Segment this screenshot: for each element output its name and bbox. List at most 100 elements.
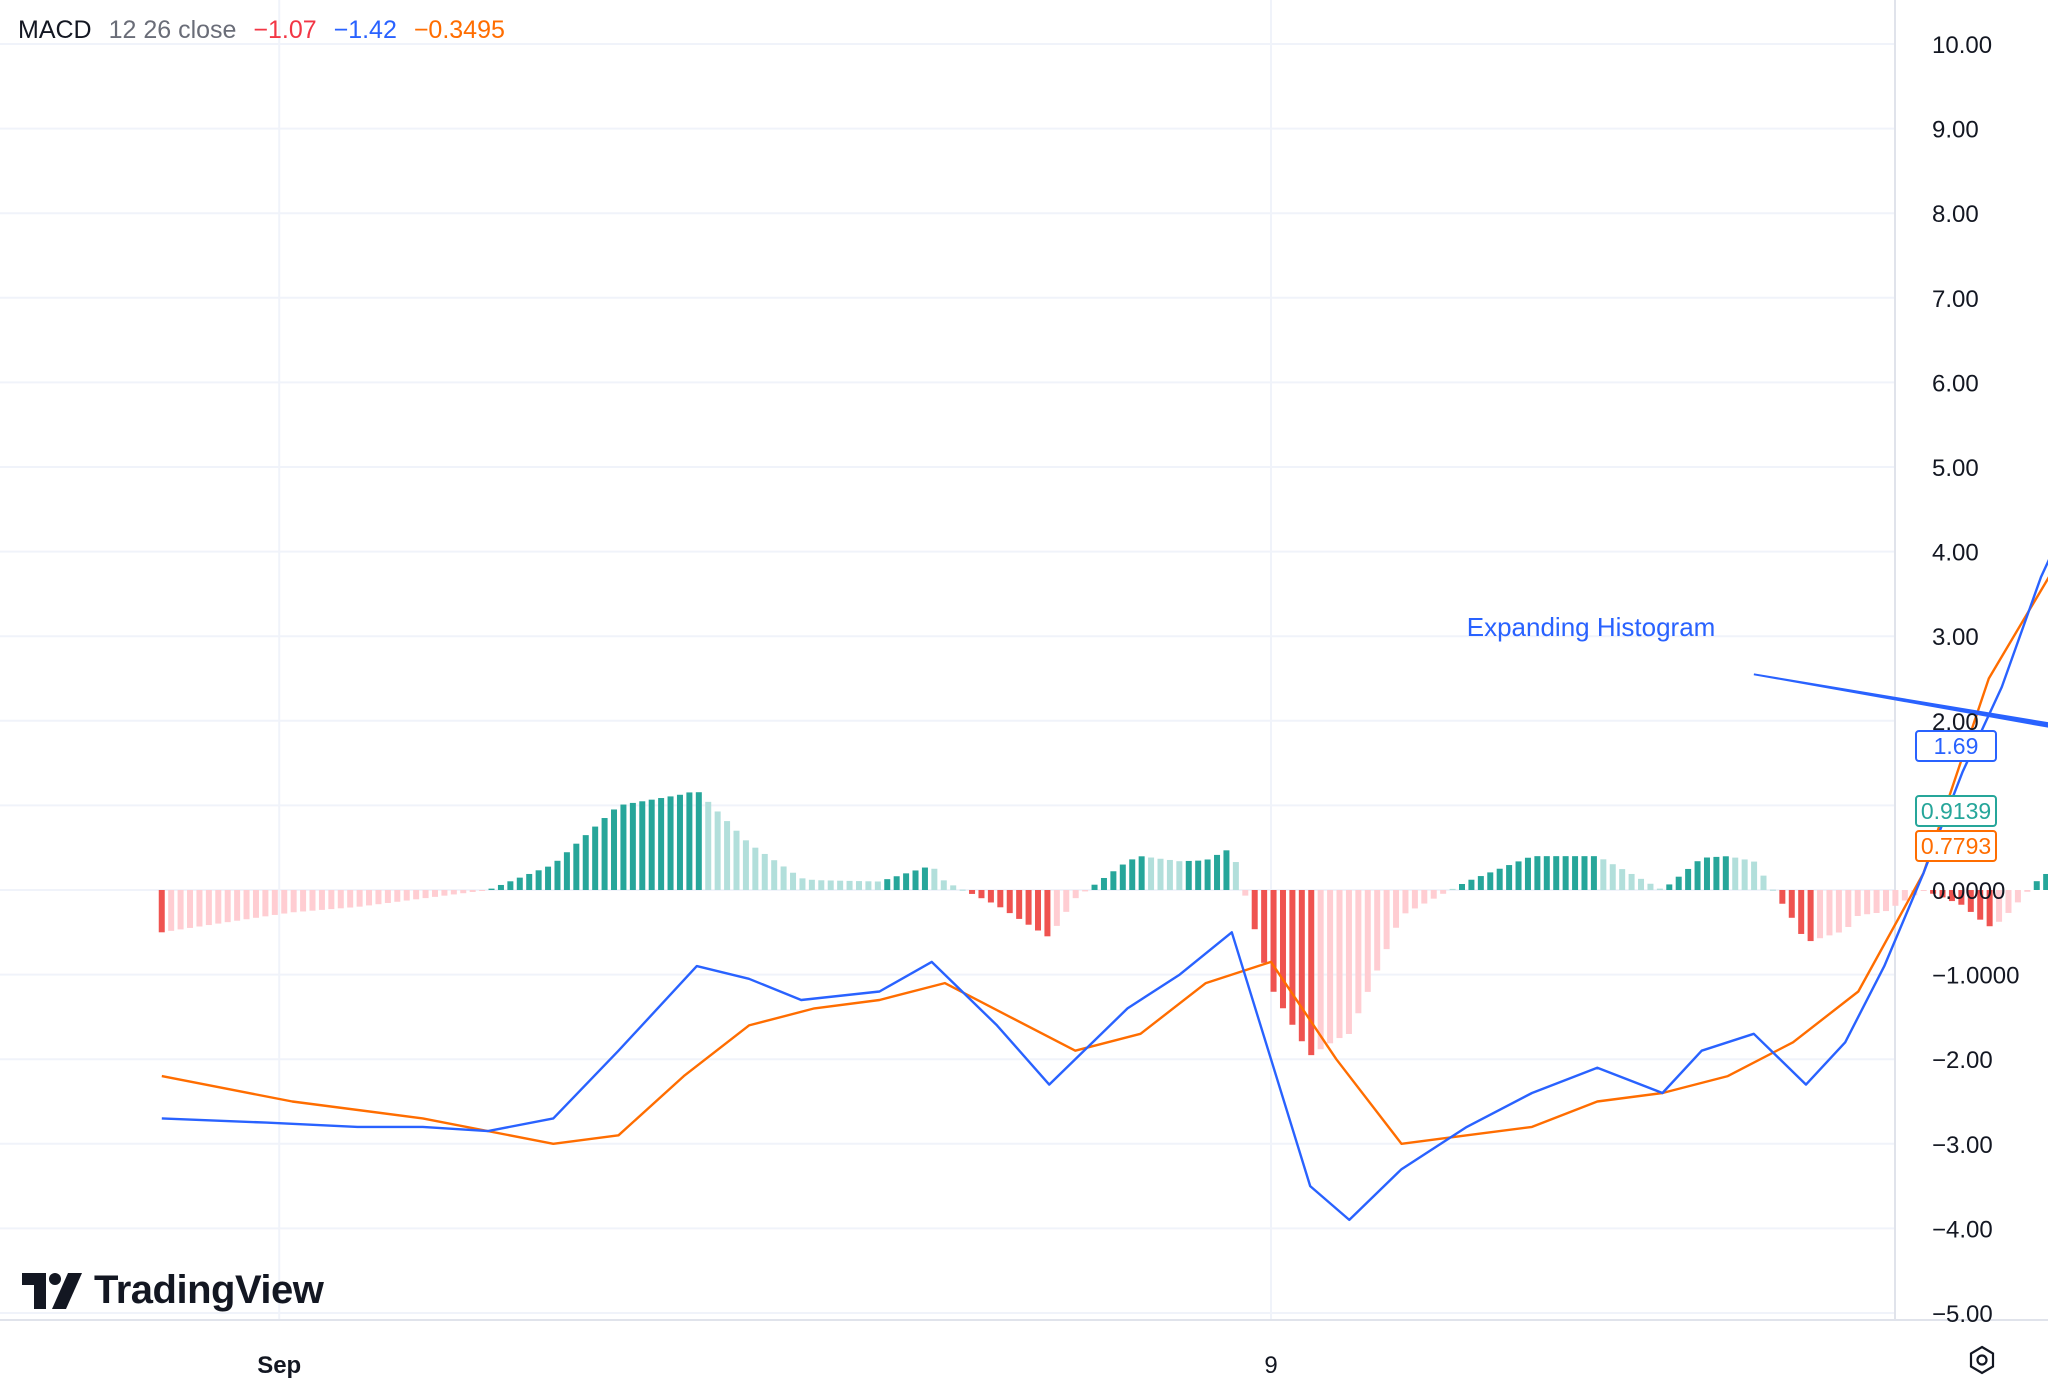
histogram-bar: [1675, 876, 1682, 890]
histogram-bar: [1864, 890, 1871, 915]
logo-text: TradingView: [94, 1268, 324, 1312]
histogram-bar: [488, 888, 495, 890]
histogram-bar: [1383, 890, 1390, 950]
histogram-bar: [921, 867, 928, 890]
histogram-bar: [818, 880, 825, 890]
price-axis[interactable]: 10.009.008.007.006.005.004.003.002.001.0…: [1932, 32, 2019, 1328]
histogram-bar: [1440, 890, 1447, 894]
histogram-bar: [1214, 854, 1221, 890]
histogram-bar: [1006, 890, 1013, 914]
indicator-legend[interactable]: MACD 12 26 close −1.07 −1.42 −0.3495: [18, 16, 515, 45]
histogram-bar: [1996, 890, 2003, 922]
histogram-bar: [837, 880, 844, 890]
badge-frame: [1915, 795, 1997, 827]
histogram-bar: [1421, 890, 1428, 904]
histogram-bar: [422, 890, 429, 899]
last-value-badge-histogram: 0.9139: [1915, 795, 1997, 827]
histogram-bar: [1930, 890, 1937, 894]
histogram-bar: [695, 792, 702, 890]
histogram-bar: [1148, 857, 1155, 890]
histogram-bar: [912, 870, 919, 890]
histogram-bar: [2033, 881, 2040, 890]
histogram-bar: [1854, 890, 1861, 916]
macd-lines: [161, 558, 2048, 1222]
histogram-bar: [469, 890, 476, 892]
macd-line: [161, 558, 2048, 1222]
histogram-bar: [978, 890, 985, 899]
histogram-bar: [394, 890, 401, 902]
settings-hexagon-icon[interactable]: [1967, 1345, 1997, 1375]
legend-signal-value: −0.3495: [413, 16, 505, 44]
histogram-bar: [1873, 890, 1880, 914]
histogram-bar: [1308, 890, 1315, 1056]
time-axis[interactable]: Sep9162301:00Oct714: [257, 1352, 2048, 1379]
histogram-bar: [1345, 890, 1352, 1034]
histogram-bar: [1515, 861, 1522, 890]
histogram-bar: [1817, 890, 1824, 939]
histogram-bar: [1411, 890, 1418, 909]
y-tick-label: 3.00: [1932, 624, 1979, 651]
histogram-bar: [281, 890, 288, 914]
y-tick-label: 6.00: [1932, 370, 1979, 397]
histogram-bar: [252, 890, 259, 918]
histogram-bar: [1741, 859, 1748, 890]
y-tick-label: 8.00: [1932, 201, 1979, 228]
histogram-bar: [234, 890, 241, 921]
histogram-bar: [1572, 856, 1579, 890]
histogram-bar: [1185, 860, 1192, 890]
histogram-bar: [563, 852, 570, 890]
legend-histogram-value: −1.07: [253, 16, 317, 44]
histogram-bar: [1044, 890, 1051, 937]
histogram-bar: [2014, 890, 2021, 903]
histogram-bar: [1261, 890, 1268, 963]
histogram-bar: [1543, 856, 1550, 890]
histogram-bar: [1590, 856, 1597, 890]
histogram-bar: [648, 799, 655, 890]
tradingview-logo[interactable]: TradingView: [22, 1268, 324, 1313]
histogram-bar: [987, 890, 994, 903]
histogram-bar: [375, 890, 382, 905]
y-tick-label: −3.00: [1932, 1132, 1993, 1159]
histogram-bar: [1402, 890, 1409, 914]
badge-text: 0.9139: [1921, 798, 1991, 824]
histogram-bar: [808, 879, 815, 890]
histogram-bar: [554, 860, 561, 890]
histogram-bar: [1506, 865, 1513, 890]
histogram-bar: [1336, 890, 1343, 1039]
histogram-bar: [1166, 859, 1173, 890]
histogram-bar: [1091, 884, 1098, 890]
histogram-bar: [290, 890, 297, 913]
tradingview-logo-icon: [22, 1272, 82, 1309]
histogram-bar: [771, 860, 778, 890]
histogram-bar: [1948, 890, 1955, 902]
histogram-bar: [592, 826, 599, 890]
histogram-bar: [752, 847, 759, 890]
histogram-bar: [1430, 890, 1437, 899]
y-tick-label: 4.00: [1932, 540, 1979, 567]
histogram-bar: [497, 884, 504, 890]
y-tick-label: −5.00: [1932, 1301, 1993, 1328]
histogram-bar: [1053, 890, 1060, 926]
histogram-bar: [1845, 890, 1852, 927]
histogram-bar: [1355, 890, 1362, 1014]
histogram-bar: [1477, 876, 1484, 890]
histogram-bar: [1176, 861, 1183, 890]
histogram-bar: [1958, 890, 1965, 905]
histogram-bar: [1223, 850, 1230, 890]
signal-line: [161, 576, 2048, 1145]
histogram-bar: [262, 890, 269, 917]
histogram-bar: [205, 890, 212, 926]
histogram-bar: [1666, 884, 1673, 890]
histogram-bar: [1609, 864, 1616, 890]
histogram-bar: [1892, 890, 1899, 906]
histogram-bar: [940, 880, 947, 890]
x-tick-label: Sep: [257, 1352, 301, 1379]
histogram-bar: [639, 801, 646, 890]
histogram-bar: [1901, 890, 1908, 901]
legend-macd-value: −1.42: [333, 16, 397, 44]
histogram-bar: [337, 890, 344, 909]
histogram-bar: [1553, 856, 1560, 890]
last-value-badge-macd: 1.69: [1915, 730, 1997, 762]
histogram-bar: [1374, 890, 1381, 971]
